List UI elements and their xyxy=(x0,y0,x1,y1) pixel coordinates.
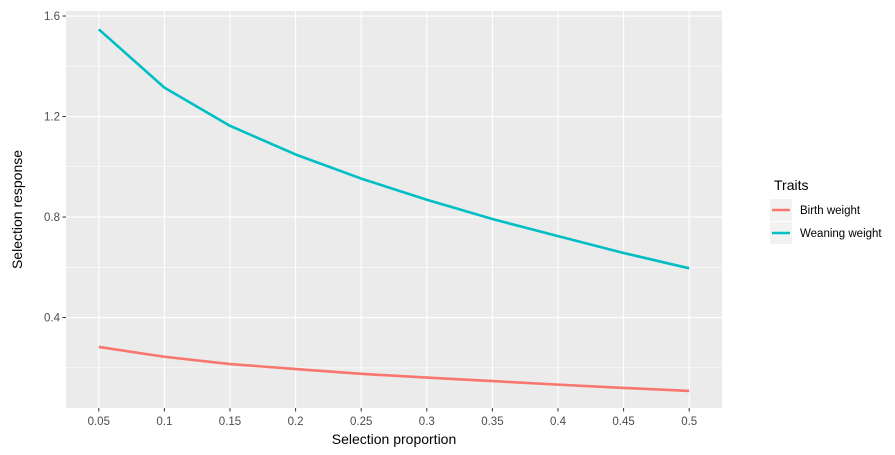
y-tick-label: 0.8 xyxy=(44,212,60,224)
x-tick-label: 0.3 xyxy=(419,416,435,428)
series-line-weaning-weight xyxy=(97,28,690,270)
x-tick-label: 0.05 xyxy=(88,416,110,428)
legend-label-weaning-weight: Weaning weight xyxy=(800,228,882,240)
x-tick-label: 0.45 xyxy=(612,416,634,428)
y-tick-label: 1.6 xyxy=(44,11,60,23)
legend-items: Birth weight Weaning weight xyxy=(770,199,882,244)
x-tick-label: 0.4 xyxy=(550,416,567,428)
legend: Traits Birth weight Weaning weight xyxy=(770,177,882,244)
legend-label-birth-weight: Birth weight xyxy=(800,205,861,217)
y-axis: 0.4 0.8 1.2 1.6 xyxy=(44,11,66,325)
series-lines xyxy=(97,28,690,393)
plot-panel xyxy=(66,11,722,408)
series-line-birth-weight xyxy=(98,345,690,393)
minor-gridlines xyxy=(66,66,722,369)
x-tick-label: 0.35 xyxy=(481,416,503,428)
x-tick-label: 0.15 xyxy=(219,416,241,428)
x-tick-label: 0.2 xyxy=(288,416,304,428)
y-tick-label: 1.2 xyxy=(44,112,60,124)
y-axis-title: Selection response xyxy=(9,150,25,269)
x-axis: 0.05 0.1 0.15 0.2 0.25 0.3 0.35 0.4 0.45 0.5 xyxy=(88,408,697,428)
x-tick-label: 0.1 xyxy=(156,416,172,428)
x-tick-label: 0.25 xyxy=(350,416,372,428)
major-gridlines xyxy=(66,11,722,408)
x-tick-label: 0.5 xyxy=(681,416,697,428)
x-axis-title: Selection proportion xyxy=(332,431,457,447)
legend-title: Traits xyxy=(774,177,808,193)
y-tick-label: 0.4 xyxy=(44,313,61,325)
